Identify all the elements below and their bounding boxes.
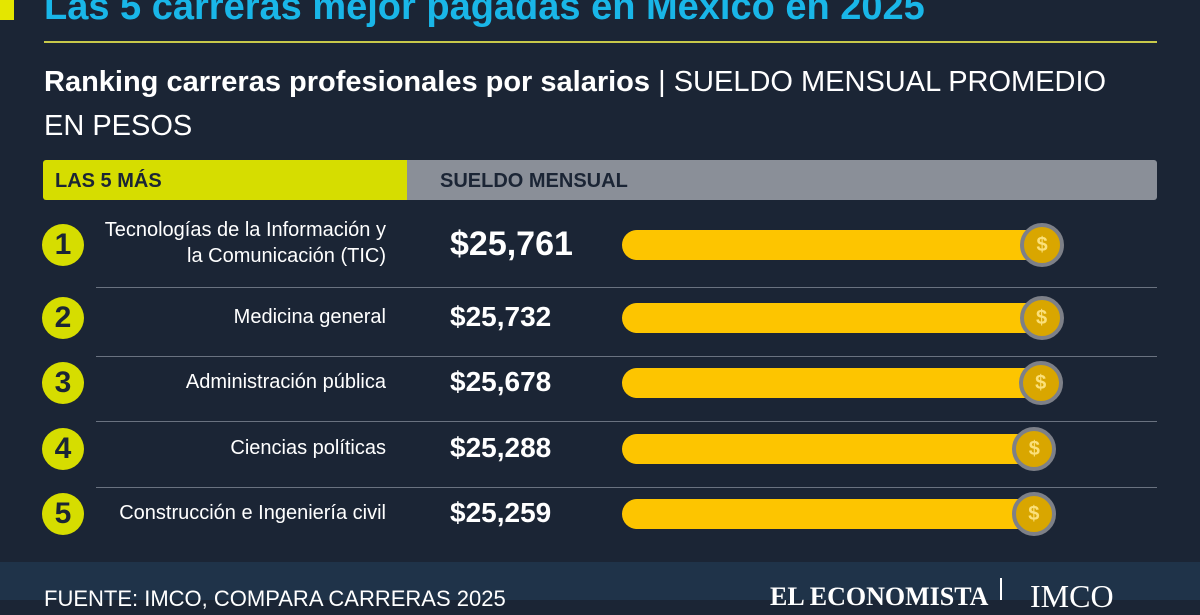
category-label: Administración pública bbox=[185, 371, 386, 393]
bar bbox=[622, 434, 1033, 464]
category-label: Medicina general bbox=[233, 306, 386, 328]
row-separator bbox=[96, 286, 1157, 288]
coin-icon: $ bbox=[1011, 492, 1056, 536]
subtitle-rest: SUELDO MENSUAL PROMEDIO EN PESOS bbox=[44, 66, 1107, 142]
source: FUENTE: IMCO, COMPARA CARRERAS 2025 bbox=[44, 586, 506, 611]
chart-title: Las 5 carreras mejor pagadas en México e… bbox=[44, 0, 925, 28]
rank-badge: 3 bbox=[42, 362, 84, 404]
subtitle-separator: | bbox=[658, 66, 666, 98]
subtitle-bold: Ranking carreras profesionales por salar… bbox=[44, 66, 651, 98]
rank-badge: 5 bbox=[42, 493, 84, 535]
bar bbox=[622, 303, 1040, 333]
header-right: SUELDO MENSUAL bbox=[407, 160, 1157, 200]
rank-badge: 4 bbox=[42, 428, 84, 470]
header-left: LAS 5 MÁS bbox=[43, 160, 407, 200]
coin-icon: $ bbox=[1019, 296, 1064, 340]
value-label: $25,259 bbox=[450, 497, 552, 528]
logo: IMCO bbox=[1030, 578, 1114, 614]
category-label: Ciencias políticas bbox=[230, 437, 386, 459]
coin-icon: $ bbox=[1020, 223, 1064, 267]
bar bbox=[622, 368, 1039, 398]
value-label: $25,678 bbox=[450, 366, 552, 397]
subtitle: Ranking carreras profesionales por salar… bbox=[44, 60, 1144, 148]
logo: EL ECONOMISTA bbox=[770, 582, 989, 611]
row-separator bbox=[96, 355, 1157, 357]
bar bbox=[622, 230, 1040, 260]
coin-icon: $ bbox=[1012, 427, 1057, 471]
category-label: Tecnologías de la Información y la Comun… bbox=[104, 219, 386, 267]
title-marker bbox=[0, 0, 14, 20]
value-label: $25,732 bbox=[450, 301, 552, 332]
row-separator bbox=[96, 486, 1157, 488]
coin-icon: $ bbox=[1018, 361, 1063, 405]
title-rule bbox=[44, 41, 1157, 43]
value-label: $25,288 bbox=[450, 432, 552, 463]
category-label: Construcción e Ingeniería civil bbox=[119, 502, 386, 524]
value-label: $25,761 bbox=[450, 225, 573, 263]
bar bbox=[622, 499, 1032, 529]
logo-divider bbox=[1000, 578, 1002, 600]
rank-badge: 2 bbox=[42, 297, 84, 339]
rank-badge: 1 bbox=[42, 224, 84, 266]
row-separator bbox=[96, 421, 1157, 422]
